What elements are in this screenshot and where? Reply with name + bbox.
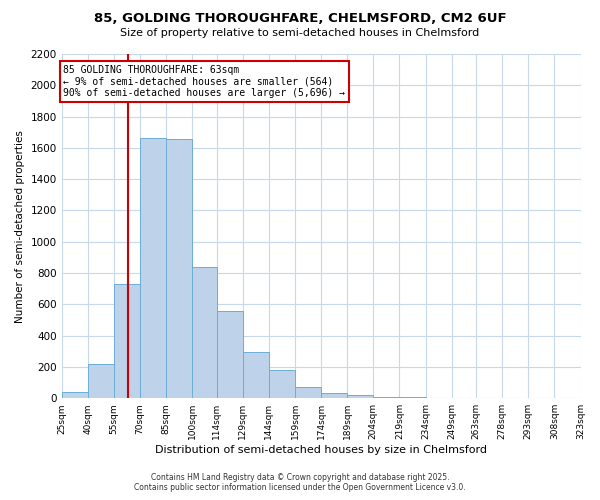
Bar [373, 396, 400, 398]
Bar [140, 138, 166, 398]
Text: 85 GOLDING THOROUGHFARE: 63sqm
← 9% of semi-detached houses are smaller (564)
90: 85 GOLDING THOROUGHFARE: 63sqm ← 9% of s… [64, 65, 346, 98]
Bar [192, 267, 217, 398]
Text: 85, GOLDING THOROUGHFARE, CHELMSFORD, CM2 6UF: 85, GOLDING THOROUGHFARE, CHELMSFORD, CM… [94, 12, 506, 26]
Bar [321, 392, 347, 398]
Text: Contains HM Land Registry data © Crown copyright and database right 2025.
Contai: Contains HM Land Registry data © Crown c… [134, 473, 466, 492]
Bar [347, 395, 373, 398]
Bar [295, 388, 321, 398]
Bar [243, 352, 269, 398]
Bar [166, 140, 192, 398]
Y-axis label: Number of semi-detached properties: Number of semi-detached properties [15, 130, 25, 322]
Bar [88, 364, 114, 398]
Text: Size of property relative to semi-detached houses in Chelmsford: Size of property relative to semi-detach… [121, 28, 479, 38]
X-axis label: Distribution of semi-detached houses by size in Chelmsford: Distribution of semi-detached houses by … [155, 445, 487, 455]
Bar [217, 310, 243, 398]
Bar [62, 392, 88, 398]
Bar [114, 284, 140, 398]
Bar [269, 370, 295, 398]
